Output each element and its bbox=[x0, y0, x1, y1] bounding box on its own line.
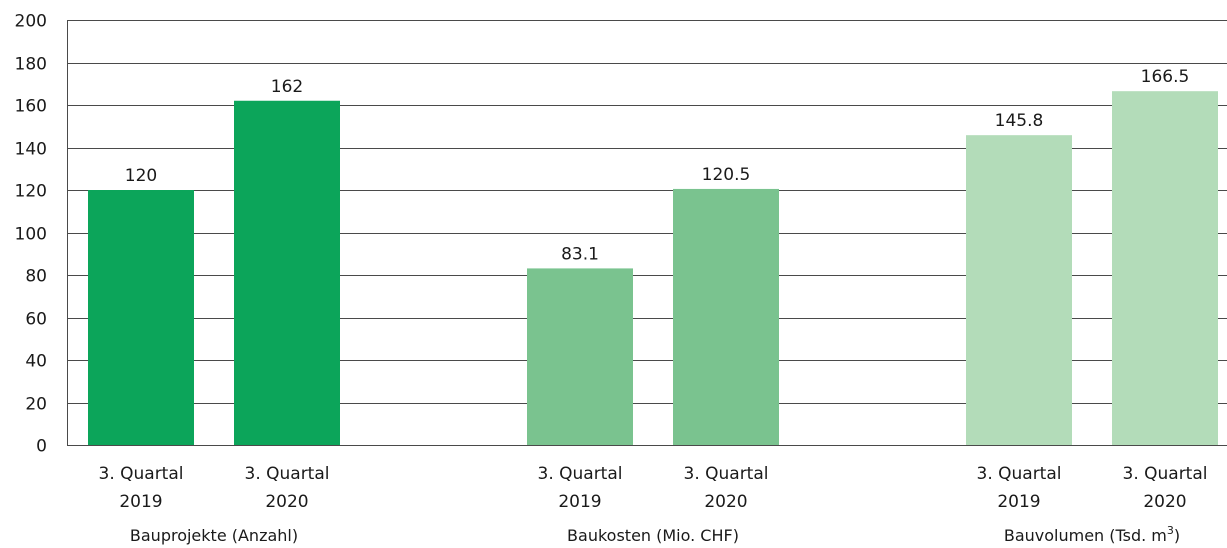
y-tick-label: 40 bbox=[25, 352, 47, 372]
data-label: 145.8 bbox=[995, 111, 1044, 131]
data-label: 83.1 bbox=[561, 244, 599, 264]
bar bbox=[88, 190, 194, 445]
data-label: 162 bbox=[271, 77, 303, 97]
y-tick-label: 100 bbox=[15, 225, 47, 245]
group-label: Baukosten (Mio. CHF) bbox=[567, 526, 739, 545]
data-label: 120.5 bbox=[702, 165, 751, 185]
category-label-line2: 2019 bbox=[558, 492, 601, 512]
bar bbox=[234, 101, 340, 445]
category-label-line1: 3. Quartal bbox=[977, 464, 1062, 484]
group-label-text: Bauvolumen (Tsd. m bbox=[1004, 526, 1167, 545]
y-tick-label: 120 bbox=[15, 182, 47, 202]
y-tick-label: 160 bbox=[15, 97, 47, 117]
bar bbox=[527, 268, 633, 445]
bar bbox=[966, 135, 1072, 445]
category-label-line1: 3. Quartal bbox=[99, 464, 184, 484]
category-label-line2: 2019 bbox=[997, 492, 1040, 512]
bar bbox=[673, 189, 779, 445]
category-label-line1: 3. Quartal bbox=[684, 464, 769, 484]
y-axis-ticks: 0 20 40 60 80 100 120 140 160 180 200 bbox=[15, 12, 47, 457]
category-label-line1: 3. Quartal bbox=[1123, 464, 1208, 484]
y-tick-label: 80 bbox=[25, 267, 47, 287]
category-label-line2: 2019 bbox=[119, 492, 162, 512]
bars bbox=[88, 91, 1218, 445]
group-label-superscript: 3 bbox=[1167, 524, 1174, 537]
group-label: Bauvolumen (Tsd. m3) bbox=[1004, 524, 1180, 545]
category-label-line1: 3. Quartal bbox=[538, 464, 623, 484]
group-label-suffix: ) bbox=[1174, 526, 1180, 545]
bar bbox=[1112, 91, 1218, 445]
y-tick-label: 200 bbox=[15, 12, 47, 32]
y-tick-label: 140 bbox=[15, 140, 47, 160]
category-labels: 3. Quartal 2019 3. Quartal 2020 3. Quartal 20… bbox=[99, 464, 1208, 512]
y-tick-label: 180 bbox=[15, 55, 47, 75]
group-label-text: Bauprojekte (Anzahl) bbox=[130, 526, 298, 545]
group-labels: Bauprojekte (Anzahl) Baukosten (Mio. CHF)… bbox=[130, 524, 1180, 545]
data-label: 166.5 bbox=[1141, 67, 1190, 87]
y-tick-label: 60 bbox=[25, 310, 47, 330]
group-label: Bauprojekte (Anzahl) bbox=[130, 526, 298, 545]
y-tick-label: 0 bbox=[36, 437, 47, 457]
group-label-text: Baukosten (Mio. CHF) bbox=[567, 526, 739, 545]
category-label-line2: 2020 bbox=[265, 492, 308, 512]
data-label: 120 bbox=[125, 166, 157, 186]
y-tick-label: 20 bbox=[25, 395, 47, 415]
category-label-line2: 2020 bbox=[704, 492, 747, 512]
category-label-line1: 3. Quartal bbox=[245, 464, 330, 484]
category-label-line2: 2020 bbox=[1143, 492, 1186, 512]
